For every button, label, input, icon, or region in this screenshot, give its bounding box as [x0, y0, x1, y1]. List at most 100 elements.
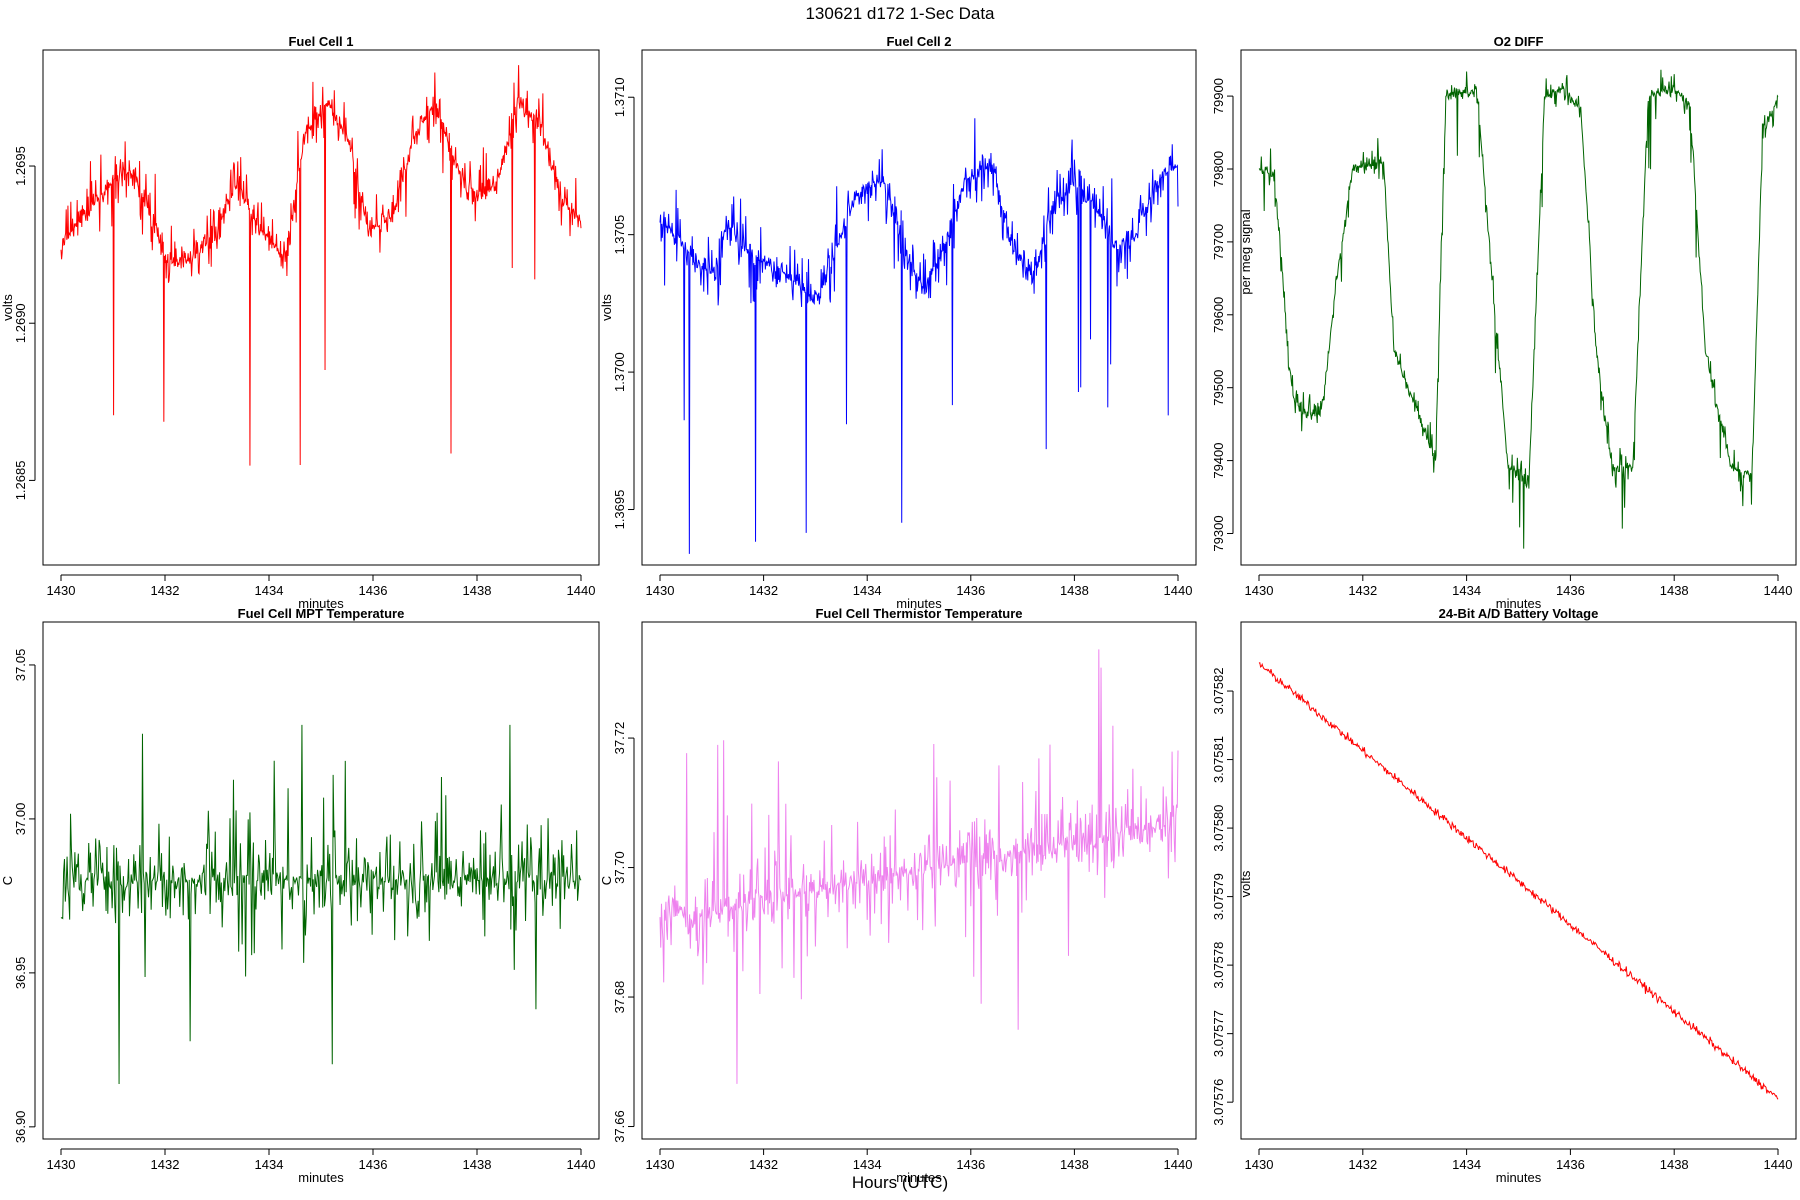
y-tick-label: 79500 [1211, 370, 1226, 406]
x-tick-label: 1440 [567, 1157, 596, 1172]
panel-4: Fuel Cell MPT Temperature 1430 1432 1434 143… [0, 606, 600, 1185]
x-tick-label: 1440 [567, 583, 596, 598]
x-tick-label: 1438 [1660, 1157, 1689, 1172]
x-tick-label: 1440 [1764, 1157, 1793, 1172]
y-tick-label: 36.95 [13, 957, 28, 990]
x-tick-label: 1430 [47, 583, 76, 598]
plot-frame [1240, 49, 1797, 566]
x-tick-label: 1434 [255, 1157, 284, 1172]
x-axis-label: minutes [1496, 1170, 1542, 1185]
x-tick-label: 1432 [151, 583, 180, 598]
panel-title: 24-Bit A/D Battery Voltage [1439, 606, 1599, 621]
y-axis-label: volts [0, 294, 15, 321]
x-tick-label: 1436 [359, 1157, 388, 1172]
y-tick-label: 37.68 [612, 981, 627, 1014]
panel-title: Fuel Cell 1 [288, 34, 353, 49]
panel-3: O2 DIFF 1430 1432 1434 1436 1438 1440 minutes 79… [1211, 34, 1797, 611]
series-line [60, 65, 582, 466]
y-axis-label: volts [599, 294, 614, 321]
plot-frame [641, 49, 1197, 566]
y-tick-label: 1.2685 [13, 461, 28, 501]
x-tick-label: 1438 [1060, 583, 1089, 598]
x-tick-label: 1440 [1164, 1157, 1193, 1172]
y-tick-label: 79700 [1211, 224, 1226, 260]
panel-title: O2 DIFF [1494, 34, 1544, 49]
y-tick-label: 37.72 [612, 722, 627, 755]
x-tick-label: 1432 [1348, 1157, 1377, 1172]
x-tick-label: 1432 [151, 1157, 180, 1172]
x-tick-label: 1434 [853, 583, 882, 598]
x-tick-label: 1430 [646, 1157, 675, 1172]
panel-5: Fuel Cell Thermistor Temperature 1430 1432… [599, 606, 1197, 1185]
y-tick-label: 3.07576 [1211, 1079, 1226, 1126]
y-tick-label: 3.07580 [1211, 805, 1226, 852]
panel-6: 24-Bit A/D Battery Voltage 1430 1432 1434 14… [1211, 606, 1797, 1185]
y-tick-label: 79400 [1211, 443, 1226, 479]
y-tick-label: 1.2695 [13, 146, 28, 186]
x-tick-label: 1434 [1452, 1157, 1481, 1172]
panel-1: Fuel Cell 1 1430 1432 1434 1436 1438 1440 minut… [0, 34, 600, 611]
series-line [1258, 69, 1779, 549]
x-axis-label: minutes [896, 596, 942, 611]
y-tick-label: 37.70 [612, 851, 627, 884]
y-tick-label: 3.07581 [1211, 736, 1226, 783]
plot-frame [42, 49, 600, 566]
x-tick-label: 1436 [956, 1157, 985, 1172]
x-tick-label: 1430 [47, 1157, 76, 1172]
y-tick-label: 37.00 [13, 803, 28, 836]
x-tick-label: 1438 [463, 1157, 492, 1172]
y-tick-label: 3.07582 [1211, 668, 1226, 715]
x-tick-label: 1430 [1245, 1157, 1274, 1172]
x-tick-label: 1436 [1556, 583, 1585, 598]
panel-title: Fuel Cell MPT Temperature [238, 606, 405, 621]
y-axis-label: C [0, 876, 15, 885]
y-tick-label: 79600 [1211, 297, 1226, 333]
y-tick-label: 3.07578 [1211, 942, 1226, 989]
y-axis-label: per meg signal [1238, 209, 1253, 294]
y-tick-label: 79300 [1211, 515, 1226, 551]
plot-frame [641, 621, 1197, 1140]
x-tick-label: 1438 [463, 583, 492, 598]
y-tick-label: 36.90 [13, 1111, 28, 1144]
x-tick-label: 1440 [1764, 583, 1793, 598]
x-axis-label: minutes [896, 1170, 942, 1185]
x-tick-label: 1430 [646, 583, 675, 598]
series-line [659, 649, 1179, 1084]
x-tick-label: 1440 [1164, 583, 1193, 598]
x-tick-label: 1436 [1556, 1157, 1585, 1172]
y-axis-label: C [599, 876, 614, 885]
x-tick-label: 1436 [956, 583, 985, 598]
panel-title: Fuel Cell Thermistor Temperature [815, 606, 1022, 621]
y-tick-label: 79800 [1211, 151, 1226, 187]
x-tick-label: 1438 [1060, 1157, 1089, 1172]
figure-xlabel: Hours (UTC) [852, 1173, 948, 1192]
series-line [60, 724, 582, 1084]
y-tick-label: 3.07579 [1211, 873, 1226, 920]
y-tick-label: 1.2690 [13, 303, 28, 343]
x-tick-label: 1432 [749, 583, 778, 598]
panel-title: Fuel Cell 2 [886, 34, 951, 49]
x-tick-label: 1434 [853, 1157, 882, 1172]
x-tick-label: 1430 [1245, 583, 1274, 598]
x-axis-label: minutes [298, 596, 344, 611]
y-tick-label: 37.66 [612, 1110, 627, 1143]
x-tick-label: 1436 [359, 583, 388, 598]
figure-title: 130621 d172 1-Sec Data [805, 4, 995, 23]
x-tick-label: 1434 [255, 583, 284, 598]
x-axis-label: minutes [298, 1170, 344, 1185]
y-tick-label: 1.3700 [612, 352, 627, 392]
x-axis-label: minutes [1496, 596, 1542, 611]
x-tick-label: 1432 [749, 1157, 778, 1172]
x-tick-label: 1434 [1452, 583, 1481, 598]
y-tick-label: 37.05 [13, 649, 28, 682]
y-tick-label: 1.3695 [612, 490, 627, 530]
plot-frame [1240, 621, 1797, 1140]
panel-2: Fuel Cell 2 1430 1432 1434 1436 1438 1440 minut… [599, 34, 1197, 611]
plot-frame [42, 621, 600, 1140]
series-line [659, 118, 1179, 554]
y-axis-label: volts [1238, 870, 1253, 897]
y-tick-label: 1.3705 [612, 215, 627, 255]
series-line [1258, 661, 1779, 1100]
x-tick-label: 1438 [1660, 583, 1689, 598]
